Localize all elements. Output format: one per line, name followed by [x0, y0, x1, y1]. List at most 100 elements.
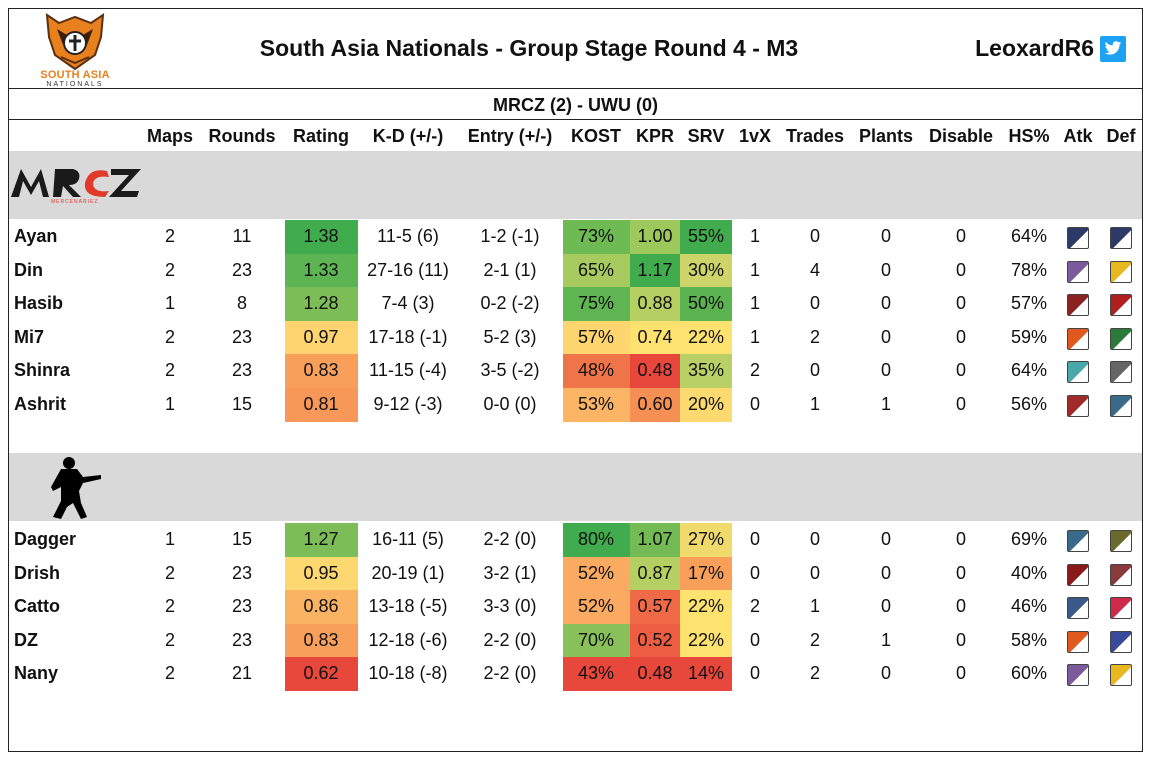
player-row: Drish 2 23 0.95 20-19 (1) 3-2 (1) 52% 0.87 17% 0 0…: [9, 556, 1142, 591]
stat-kpr: 0.60: [629, 388, 681, 422]
stat-kost: 53%: [562, 388, 630, 422]
stat-kpr: 0.48: [629, 657, 681, 691]
column-header-def: Def: [1106, 126, 1136, 146]
stat-kpr: 0.52: [629, 623, 681, 658]
stat-rating: 1.28: [284, 287, 358, 321]
stat-hs: 56%: [1010, 394, 1048, 414]
stat-maps: 1: [164, 529, 175, 549]
stat-srv: 35%: [680, 354, 732, 388]
player-row: Nany 2 21 0.62 10-18 (-8) 2-2 (0) 43% 0.48 14% 0 2…: [9, 657, 1142, 691]
stat-kost: 73%: [562, 220, 630, 254]
attacker-operator-icon: [1067, 395, 1089, 417]
stat-plants: 0: [880, 226, 891, 246]
player-name: Dagger: [14, 529, 77, 549]
stat-entry: 3-3 (0): [483, 596, 537, 617]
player-row: Ayan 2 11 1.38 11-5 (6) 1-2 (-1) 73% 1.00 55% 1 0 0…: [9, 220, 1142, 254]
defender-operator-icon: [1110, 664, 1132, 687]
stat-srv: 22%: [680, 320, 732, 355]
stat-plants: 0: [880, 529, 891, 549]
stat-disable: 0: [955, 394, 966, 414]
player-row: Ashrit 1 15 0.81 9-12 (-3) 0-0 (0) 53% 0.60 20% 0…: [9, 388, 1142, 422]
stat-kpr: 1.00: [629, 220, 681, 254]
stat-kd: 27-16 (11): [367, 259, 449, 280]
column-header-kpr: KPR: [635, 126, 674, 146]
stat-disable: 0: [955, 226, 966, 246]
stat-hs: 64%: [1010, 226, 1048, 246]
player-name: Drish: [14, 562, 61, 583]
tiger-shield-icon: [45, 13, 105, 71]
author-handle[interactable]: LeoxardR6: [975, 35, 1126, 62]
stat-rating: 0.95: [284, 556, 358, 591]
stat-disable: 0: [955, 326, 966, 347]
stat-kost: 43%: [562, 657, 630, 691]
stat-rounds: 23: [231, 562, 253, 583]
stat-plants: 0: [880, 326, 891, 347]
stat-onevx: 2: [749, 596, 760, 617]
stat-disable: 0: [955, 562, 966, 583]
stat-srv: 17%: [680, 556, 732, 591]
player-name: Ayan: [14, 226, 58, 246]
stat-trades: 2: [809, 663, 820, 684]
stat-entry: 0-2 (-2): [480, 293, 540, 314]
stat-onevx: 1: [749, 259, 760, 280]
stat-kost: 52%: [562, 556, 630, 591]
stat-kd: 12-18 (-6): [368, 629, 448, 650]
logo-text-top: SOUTH ASIA: [40, 69, 110, 81]
stat-rating: 1.27: [284, 523, 358, 557]
stat-disable: 0: [955, 663, 966, 684]
column-header-entry: Entry (+/-): [467, 126, 553, 146]
player-name: Ashrit: [14, 394, 67, 414]
stat-srv: 30%: [680, 253, 732, 288]
stat-onevx: 1: [749, 293, 760, 314]
stat-kpr: 0.74: [629, 320, 681, 355]
stat-trades: 0: [809, 293, 820, 314]
stat-kd: 9-12 (-3): [373, 394, 443, 414]
stat-disable: 0: [955, 293, 966, 314]
defender-operator-icon: [1110, 630, 1132, 653]
stat-plants: 1: [880, 394, 891, 414]
stat-kpr: 0.57: [629, 590, 681, 624]
stat-kd: 11-15 (-4): [369, 360, 447, 381]
defender-operator-icon: [1110, 361, 1132, 384]
match-result: MRCZ (2) - UWU (0): [9, 90, 1142, 120]
stat-kpr: 0.48: [629, 354, 681, 388]
defender-operator-icon: [1110, 227, 1132, 249]
stat-kd: 16-11 (5): [372, 529, 444, 549]
stat-disable: 0: [955, 360, 966, 381]
stat-kd: 13-18 (-5): [368, 596, 448, 617]
page-title: South Asia Nationals - Group Stage Round…: [259, 35, 799, 61]
defender-operator-icon: [1110, 260, 1132, 283]
stat-kost: 48%: [562, 354, 630, 388]
stat-onevx: 2: [749, 360, 760, 381]
stat-disable: 0: [955, 259, 966, 280]
stat-hs: 69%: [1010, 529, 1048, 549]
tournament-logo: SOUTH ASIA NATIONALS: [39, 11, 111, 89]
twitter-icon[interactable]: [1100, 35, 1126, 62]
stat-maps: 2: [164, 226, 175, 246]
stat-kd: 10-18 (-8): [368, 663, 448, 684]
stat-onevx: 0: [749, 394, 760, 414]
stat-kpr: 1.07: [629, 523, 681, 557]
player-name: DZ: [14, 629, 38, 650]
stat-onevx: 0: [749, 562, 760, 583]
stat-plants: 0: [880, 663, 891, 684]
stat-kost: 75%: [562, 287, 630, 321]
stat-trades: 4: [809, 259, 820, 280]
header-bar: SOUTH ASIA NATIONALS South Asia National…: [9, 9, 1142, 89]
stat-plants: 1: [880, 629, 891, 650]
stat-maps: 2: [164, 259, 175, 280]
stat-maps: 2: [164, 629, 175, 650]
stat-kd: 17-18 (-1): [368, 326, 448, 347]
attacker-operator-icon: [1067, 361, 1089, 384]
column-header-1vx: 1vX: [738, 126, 772, 146]
mrcz-logo-subtext: MERCENARIEZ: [51, 199, 99, 205]
attacker-operator-icon: [1067, 664, 1089, 687]
player-row: Hasib 1 8 1.28 7-4 (3) 0-2 (-2) 75% 0.88 50% 1 0 0 0…: [9, 287, 1142, 321]
defender-operator-icon: [1110, 597, 1132, 620]
stat-hs: 57%: [1010, 293, 1048, 314]
stat-hs: 78%: [1010, 259, 1048, 280]
stat-rating: 0.62: [284, 657, 358, 691]
stat-trades: 2: [809, 629, 820, 650]
stat-kpr: 0.88: [629, 287, 681, 321]
stat-srv: 22%: [680, 623, 732, 658]
